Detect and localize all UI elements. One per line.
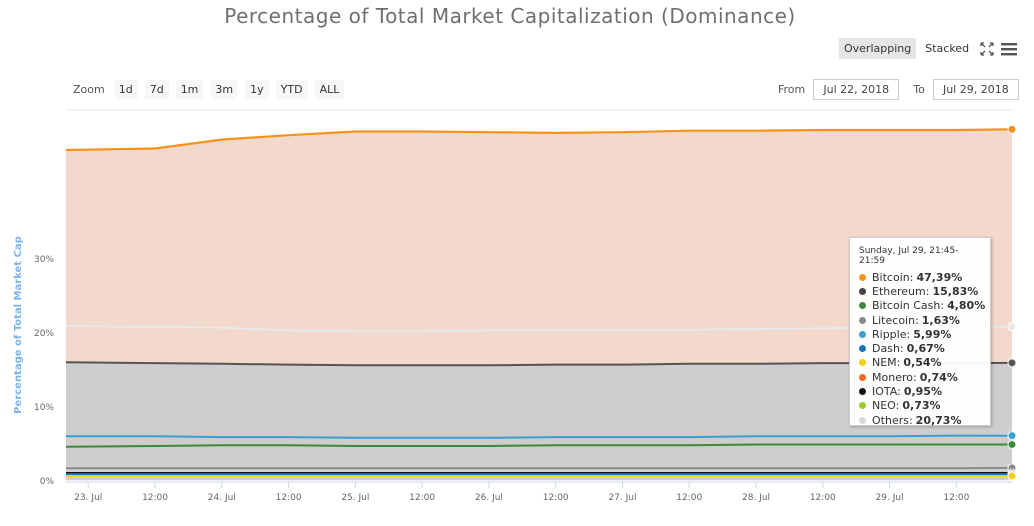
tooltip-series-value: 0,74% <box>919 370 958 384</box>
series-line-bitcoin-cash <box>65 443 1012 448</box>
zoom-7d-button[interactable]: 7d <box>144 80 169 99</box>
tooltip-series-label: Ripple: <box>872 327 911 341</box>
zoom-ytd-button[interactable]: YTD <box>275 80 308 99</box>
to-label: To <box>913 83 925 96</box>
series-color-dot <box>859 345 866 353</box>
x-tick-label: 25. Jul <box>341 493 369 503</box>
y-axis-title: Percentage of Total Market Cap <box>13 236 24 414</box>
y-tick-label: 20% <box>34 329 54 339</box>
zoom-1m-button[interactable]: 1m <box>175 80 204 99</box>
y-tick-label: 0% <box>40 477 55 487</box>
date-range-selector: From Jul 22, 2018 To Jul 29, 2018 <box>778 79 1019 100</box>
tooltip-row: Ripple: 5,99% <box>859 327 982 341</box>
zoom-3m-button[interactable]: 3m <box>210 80 239 99</box>
tooltip-series-label: IOTA: <box>872 385 901 399</box>
series-color-dot <box>859 373 866 381</box>
tooltip-series-value: 5,99% <box>913 327 952 341</box>
tooltip-series-label: NEM: <box>872 356 901 370</box>
tooltip-series-value: 0,54% <box>903 356 942 370</box>
zoom-selector: Zoom 1d 7d 1m 3m 1y YTD ALL <box>73 80 345 99</box>
series-color-dot <box>859 287 866 295</box>
series-line-bitcoin <box>65 128 1013 152</box>
zoom-label: Zoom <box>73 83 105 96</box>
view-toggle-group: Overlapping Stacked <box>839 38 1018 59</box>
x-tick-label: 12:00 <box>142 493 168 503</box>
tooltip-series-value: 15,83% <box>932 284 979 298</box>
tooltip-series-value: 47,39% <box>916 270 963 284</box>
x-tick-label: 12:00 <box>409 493 435 503</box>
x-tick-label: 12:00 <box>810 493 836 503</box>
tooltip-series-label: Bitcoin: <box>872 270 914 284</box>
tooltip-series-label: Ethereum: <box>872 284 930 298</box>
series-color-dot <box>859 388 866 396</box>
series-color-dot <box>859 316 866 324</box>
series-color-dot <box>859 402 866 410</box>
series-area-ethereum <box>66 362 1012 480</box>
series-color-dot <box>859 302 866 310</box>
x-tick-label: 26. Jul <box>475 493 503 503</box>
x-tick-label: 12:00 <box>943 493 969 503</box>
tooltip-series-label: Monero: <box>872 370 917 384</box>
series-color-dot <box>859 359 866 367</box>
tooltip-row: NEO: 0,73% <box>859 399 982 413</box>
tooltip-row: NEM: 0,54% <box>859 356 982 370</box>
tooltip-row: IOTA: 0,95% <box>859 384 982 398</box>
x-tick-label: 28. Jul <box>742 493 770 503</box>
tooltip-series-label: Dash: <box>872 342 904 356</box>
stacked-toggle[interactable]: Stacked <box>925 42 970 55</box>
tooltip-row: Bitcoin Cash: 4,80% <box>859 299 986 313</box>
tooltip-series-value: 0,95% <box>903 385 942 399</box>
tooltip-series-value: 0,67% <box>906 342 945 356</box>
from-label: From <box>778 83 806 96</box>
x-tick-label: 12:00 <box>543 493 569 503</box>
tooltip-row: Litecoin: 1,63% <box>859 313 982 327</box>
series-marker-ripple <box>1007 431 1017 441</box>
series-marker-others <box>1007 321 1017 332</box>
tooltip-series-value: 1,63% <box>921 313 960 327</box>
fullscreen-icon[interactable] <box>978 40 996 58</box>
overlapping-toggle[interactable]: Overlapping <box>839 38 917 59</box>
tooltip-series-label: Others: <box>872 413 913 427</box>
series-marker-bitcoin-cash <box>1007 439 1017 450</box>
x-tick-label: 12:00 <box>276 493 302 503</box>
tooltip: Sunday, Jul 29, 21:45-21:59 Bitcoin: 47,3… <box>849 237 991 427</box>
tooltip-series-label: Bitcoin Cash: <box>872 299 945 313</box>
series-color-dot <box>859 330 866 338</box>
tooltip-row: Others: 20,73% <box>859 413 982 427</box>
tooltip-series-value: 4,80% <box>947 299 986 313</box>
tooltip-row: Monero: 0,74% <box>859 370 982 384</box>
series-line-ripple <box>66 434 1013 439</box>
fullscreen-glyph <box>980 41 994 56</box>
series-marker-ethereum <box>1007 358 1017 368</box>
x-tick-label: 23. Jul <box>74 493 102 503</box>
x-tick-label: 27. Jul <box>608 493 636 503</box>
tooltip-series-label: NEO: <box>872 399 900 413</box>
x-tick-label: 24. Jul <box>208 493 236 503</box>
chart-title: Percentage of Total Market Capitalizatio… <box>224 4 796 28</box>
y-tick-label: 10% <box>34 403 54 413</box>
hamburger-glyph <box>1001 42 1018 55</box>
y-tick-label: 30% <box>34 255 54 265</box>
tooltip-row: Dash: 0,67% <box>859 341 982 355</box>
tooltip-row: Bitcoin: 47,39% <box>859 270 982 284</box>
tooltip-series-value: 0,73% <box>902 399 941 413</box>
to-date-input[interactable]: Jul 29, 2018 <box>932 79 1019 100</box>
tooltip-rows: Bitcoin: 47,39% Ethereum: 15,83% Bitcoin Cas… <box>859 270 986 427</box>
series-color-dot <box>859 273 866 281</box>
from-date-input[interactable]: Jul 22, 2018 <box>813 79 900 100</box>
x-tick-label: 29. Jul <box>876 493 904 503</box>
menu-icon[interactable] <box>1000 40 1018 58</box>
zoom-1d-button[interactable]: 1d <box>113 80 138 99</box>
tooltip-series-label: Litecoin: <box>872 313 919 327</box>
series-marker-nem <box>1007 471 1017 481</box>
series-marker-bitcoin <box>1007 124 1017 134</box>
tooltip-row: Ethereum: 15,83% <box>859 284 982 298</box>
zoom-1y-button[interactable]: 1y <box>245 80 269 99</box>
x-tick-label: 12:00 <box>676 493 702 503</box>
tooltip-header: Sunday, Jul 29, 21:45-21:59 <box>859 246 959 266</box>
series-color-dot <box>859 416 866 424</box>
zoom-all-button[interactable]: ALL <box>314 80 345 99</box>
tooltip-series-value: 20,73% <box>915 413 962 427</box>
